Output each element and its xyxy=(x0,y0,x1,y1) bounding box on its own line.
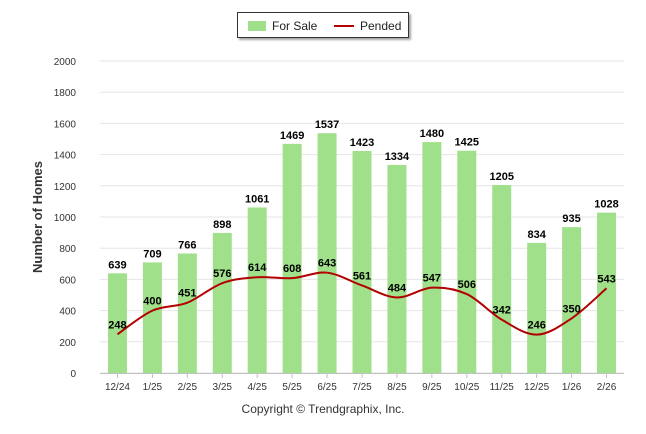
data-label-for-sale: 709 xyxy=(143,248,161,260)
x-tick-label: 12/24 xyxy=(105,382,130,393)
data-label-for-sale: 1061 xyxy=(245,193,269,205)
y-axis-title: Number of Homes xyxy=(30,161,45,273)
legend-swatch-for-sale xyxy=(248,21,266,31)
data-label-pended: 547 xyxy=(423,273,441,285)
data-label-for-sale: 1423 xyxy=(350,137,374,149)
data-label-for-sale: 1028 xyxy=(594,199,618,211)
y-tick-label: 1200 xyxy=(54,182,77,193)
y-tick-label: 600 xyxy=(59,275,76,286)
x-tick-label: 11/25 xyxy=(490,382,515,393)
bar-for-sale xyxy=(282,143,302,373)
bar-for-sale xyxy=(142,262,162,373)
legend-item-pended[interactable]: Pended xyxy=(334,19,401,33)
y-tick-label: 1600 xyxy=(54,119,77,130)
data-label-pended: 643 xyxy=(318,258,336,270)
y-tick-label: 1400 xyxy=(54,151,77,162)
data-label-pended: 506 xyxy=(458,279,476,291)
data-label-for-sale: 834 xyxy=(527,229,546,241)
data-label-pended: 576 xyxy=(213,268,231,280)
x-tick-label: 8/25 xyxy=(387,382,407,393)
bar-for-sale xyxy=(597,212,617,373)
y-tick-label: 200 xyxy=(59,338,76,349)
x-tick-label: 2/26 xyxy=(597,382,617,393)
data-label-for-sale: 1469 xyxy=(280,130,304,142)
data-label-pended: 614 xyxy=(248,262,267,274)
data-label-pended: 342 xyxy=(493,305,511,317)
data-label-for-sale: 1480 xyxy=(420,128,444,140)
x-tick-label: 5/25 xyxy=(282,382,302,393)
data-label-pended: 543 xyxy=(597,273,615,285)
x-tick-label: 7/25 xyxy=(352,382,372,393)
x-tick-label: 1/25 xyxy=(143,382,163,393)
bar-for-sale xyxy=(212,232,232,373)
data-label-for-sale: 898 xyxy=(213,219,231,231)
x-tick-label: 4/25 xyxy=(247,382,267,393)
data-label-pended: 608 xyxy=(283,263,301,275)
data-label-pended: 484 xyxy=(388,282,407,294)
bar-for-sale xyxy=(527,242,547,373)
y-tick-label: 2000 xyxy=(54,57,77,68)
data-label-pended: 451 xyxy=(178,288,196,300)
y-tick-label: 800 xyxy=(59,244,76,255)
x-tick-label: 10/25 xyxy=(454,382,479,393)
data-label-for-sale: 1334 xyxy=(385,151,410,163)
data-label-pended: 246 xyxy=(527,320,545,332)
line-pended xyxy=(116,271,608,336)
x-tick-label: 2/25 xyxy=(178,382,198,393)
legend-swatch-pended xyxy=(334,25,354,27)
bar-for-sale xyxy=(107,273,127,373)
bar-for-sale xyxy=(492,185,512,373)
y-tick-label: 400 xyxy=(59,307,76,318)
x-tick-label: 9/25 xyxy=(422,382,442,393)
legend: For Sale Pended xyxy=(237,12,409,38)
copyright-text: Copyright © Trendgraphix, Inc. xyxy=(241,402,405,416)
bar-for-sale xyxy=(387,164,407,373)
data-label-pended: 561 xyxy=(353,270,371,282)
legend-label-for-sale: For Sale xyxy=(272,19,318,33)
bar-for-sale xyxy=(562,227,582,373)
data-label-for-sale: 1425 xyxy=(455,137,479,149)
y-tick-label: 0 xyxy=(70,369,76,380)
x-tick-label: 3/25 xyxy=(213,382,233,393)
data-label-pended: 248 xyxy=(108,319,126,331)
legend-label-pended: Pended xyxy=(360,19,402,33)
data-label-pended: 400 xyxy=(143,296,161,308)
x-tick-label: 1/26 xyxy=(562,382,582,393)
data-label-for-sale: 1537 xyxy=(315,119,339,131)
bar-for-sale xyxy=(317,133,337,373)
legend-item-for-sale[interactable]: For Sale xyxy=(248,19,317,33)
bar-for-sale xyxy=(352,151,372,373)
data-label-for-sale: 1205 xyxy=(489,171,513,183)
bar-for-sale xyxy=(457,150,477,373)
x-tick-label: 6/25 xyxy=(317,382,337,393)
data-label-for-sale: 935 xyxy=(562,213,580,225)
x-tick-label: 12/25 xyxy=(524,382,549,393)
data-label-pended: 350 xyxy=(562,303,580,315)
y-tick-label: 1800 xyxy=(54,88,77,99)
y-tick-label: 1000 xyxy=(54,213,77,224)
bar-for-sale xyxy=(422,142,442,373)
data-label-for-sale: 639 xyxy=(108,259,126,271)
bar-for-sale xyxy=(247,207,267,373)
data-label-for-sale: 766 xyxy=(178,240,196,252)
bar-for-sale xyxy=(177,253,197,373)
